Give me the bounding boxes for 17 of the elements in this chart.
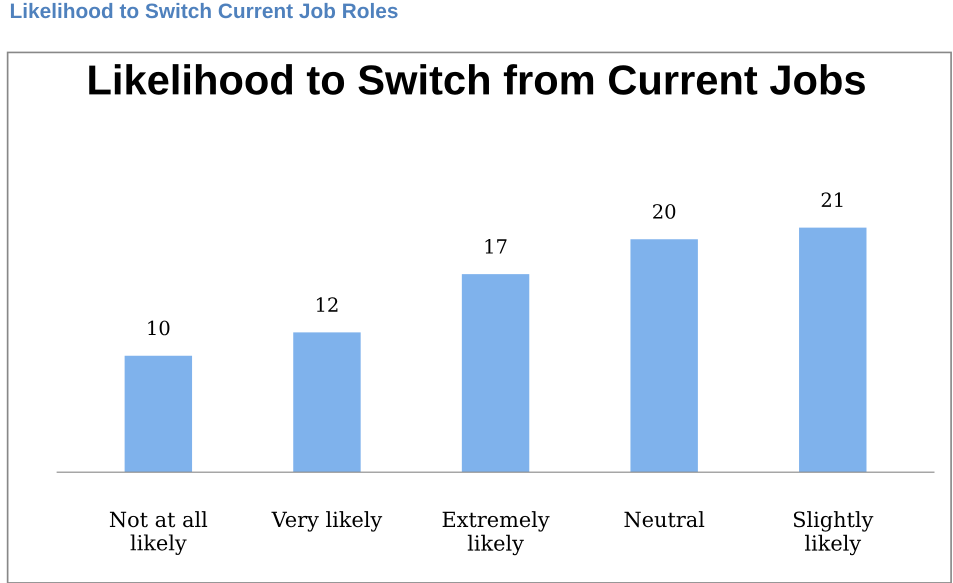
data-label: 12 bbox=[316, 297, 338, 312]
x-tick-label: Extremely likely bbox=[442, 511, 550, 556]
data-label: 21 bbox=[822, 192, 842, 207]
bar bbox=[293, 332, 361, 472]
bar bbox=[630, 239, 698, 472]
data-label: 10 bbox=[148, 320, 170, 336]
bar bbox=[799, 228, 866, 472]
bar bbox=[124, 356, 192, 472]
data-label: 20 bbox=[653, 204, 676, 219]
x-tick-label: Neutral bbox=[624, 511, 704, 528]
bar bbox=[462, 274, 530, 472]
x-tick-label: Very likely bbox=[271, 511, 382, 532]
x-tick-label: Slightly likely bbox=[794, 511, 874, 556]
data-label: 17 bbox=[486, 239, 507, 254]
x-tick-label: Not at all likely bbox=[110, 511, 208, 555]
text: Likelihood to Switch Current Job Roles bbox=[10, 2, 398, 18]
chart-title: Likelihood to Switch from Current Jobs bbox=[89, 64, 865, 95]
